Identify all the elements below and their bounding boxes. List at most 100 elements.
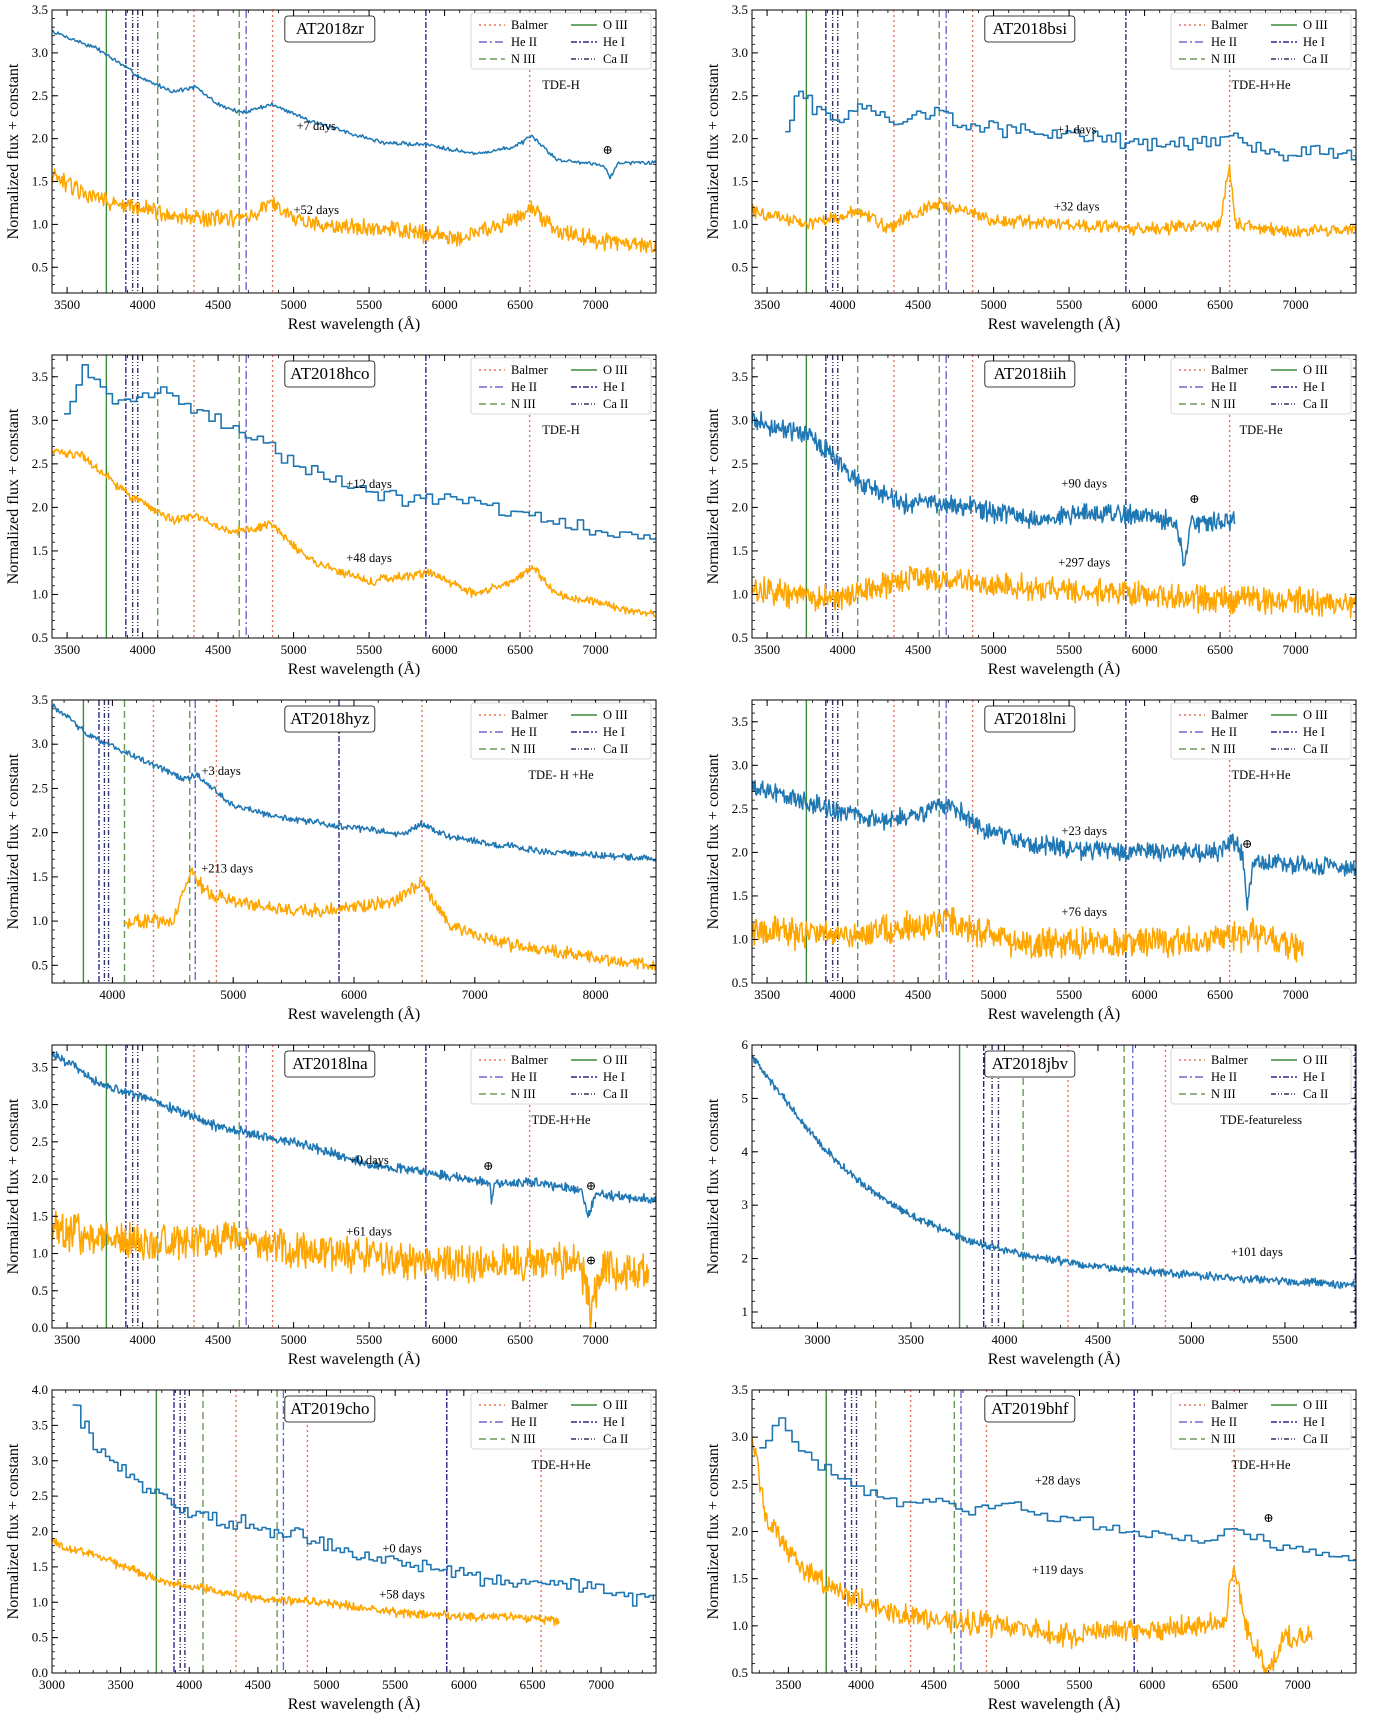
y-axis-label: Normalized flux + constant [705, 408, 722, 584]
y-tick-label: 3.5 [732, 1382, 748, 1397]
object-title: AT2018lna [292, 1054, 368, 1073]
x-tick-label: 4000 [991, 1332, 1017, 1347]
legend-label: O III [1303, 1398, 1328, 1412]
x-tick-label: 4500 [205, 297, 231, 312]
legend-label: N III [1211, 397, 1236, 411]
epoch-label: +119 days [1032, 1563, 1084, 1577]
x-tick-label: 4000 [848, 1677, 874, 1692]
y-tick-label: 1.5 [32, 869, 48, 884]
legend-label: Balmer [511, 1053, 549, 1067]
legend-label: Ca II [603, 742, 628, 756]
legend-label: N III [511, 52, 536, 66]
legend-label: He II [511, 1415, 537, 1429]
y-tick-label: 2.5 [732, 456, 748, 471]
legend-label: He I [1303, 35, 1325, 49]
object-title-box [984, 15, 1076, 43]
y-tick-label: 0.5 [732, 630, 748, 645]
legend-label: N III [1211, 1432, 1236, 1446]
x-tick-label: 3500 [54, 297, 80, 312]
legend-label: Ca II [1303, 1087, 1328, 1101]
y-tick-label: 1.5 [732, 543, 748, 558]
x-axis-label: Rest wavelength (Å) [988, 315, 1120, 333]
x-tick-label: 5500 [1272, 1332, 1298, 1347]
epoch-label: +297 days [1058, 556, 1110, 570]
y-tick-label: 2.5 [32, 88, 48, 103]
y-axis-label: Normalized flux + constant [705, 1098, 722, 1274]
spectrum-panel-at2018hco: +12 days +48 days 3500 4000 4500 5000 5500 6000… [0, 345, 700, 690]
x-tick-label: 4000 [130, 297, 156, 312]
x-tick-label: 5000 [994, 1677, 1020, 1692]
epoch-label: +7 days [297, 119, 336, 133]
object-title-box [284, 1050, 376, 1078]
y-tick-label: 3 [742, 1197, 749, 1212]
legend-label: Ca II [603, 1087, 628, 1101]
tde-class-label: TDE-He [1239, 423, 1282, 437]
legend-box [470, 357, 652, 415]
legend-box [1170, 1047, 1352, 1105]
x-tick-label: 6000 [1132, 297, 1158, 312]
object-title: AT2018hco [290, 364, 369, 383]
epoch-label: +0 days [382, 1542, 421, 1556]
x-tick-label: 7000 [1283, 642, 1309, 657]
x-tick-label: 3500 [54, 1332, 80, 1347]
y-tick-label: 0.5 [32, 1630, 48, 1645]
y-tick-label: 3.5 [32, 1059, 48, 1074]
legend-box [1170, 702, 1352, 760]
tde-class-label: TDE-featureless [1220, 1113, 1302, 1127]
epoch-label: +12 days [346, 477, 392, 491]
spectrum-chart: +23 days +76 days ⊕ 3500 4000 4500 5000 5500 600… [705, 699, 1357, 1023]
telluric-marker: ⊕ [586, 1179, 596, 1193]
x-tick-label: 3500 [754, 642, 780, 657]
x-tick-label: 7000 [588, 1677, 614, 1692]
y-tick-label: 2.0 [32, 1171, 48, 1186]
x-tick-label: 3000 [39, 1677, 65, 1692]
y-axis-label: Normalized flux + constant [5, 63, 22, 239]
spectrum-panel-at2018hyz: +3 days +213 days 4000 5000 6000 7000 8000 0.5 1… [0, 690, 700, 1035]
spectrum-series-1 [752, 565, 1356, 619]
legend-label: Balmer [511, 1398, 549, 1412]
x-tick-label: 5000 [281, 297, 307, 312]
spectrum-series-1 [52, 1210, 650, 1328]
x-tick-label: 3500 [775, 1677, 801, 1692]
y-tick-label: 3.5 [32, 692, 48, 707]
tde-class-label: TDE-H+He [1231, 78, 1291, 92]
x-tick-label: 6500 [1207, 987, 1233, 1002]
x-tick-label: 6500 [507, 1332, 533, 1347]
x-tick-label: 4500 [905, 987, 931, 1002]
x-axis-label: Rest wavelength (Å) [288, 315, 420, 333]
y-tick-label: 2.0 [732, 131, 748, 146]
epoch-label: +52 days [293, 203, 339, 217]
object-title-box [284, 15, 376, 43]
spectrum-series-0 [752, 779, 1356, 911]
spectrum-panel-at2018iih: +90 days +297 days ⊕ 3500 4000 4500 5000 5500 60… [700, 345, 1400, 690]
object-title-box [984, 1050, 1076, 1078]
y-tick-label: 2.0 [32, 825, 48, 840]
epoch-label: +23 days [1061, 824, 1107, 838]
x-tick-label: 5500 [356, 297, 382, 312]
y-tick-label: 2.5 [732, 88, 748, 103]
legend-label: N III [511, 1432, 536, 1446]
y-tick-label: 2.0 [32, 131, 48, 146]
y-tick-label: 3.0 [732, 45, 748, 60]
legend-label: Balmer [1211, 1053, 1249, 1067]
y-tick-label: 2.0 [732, 844, 748, 859]
epoch-label: +58 days [379, 1588, 425, 1602]
legend-label: O III [603, 1398, 628, 1412]
legend-box [470, 1047, 652, 1105]
legend-label: He I [603, 1415, 625, 1429]
epoch-label: +101 days [1231, 1245, 1283, 1259]
y-tick-label: 6 [742, 1037, 749, 1052]
spectrum-panel-at2018lna: +0 days +61 days ⊕ ⊕ ⊕ 3500 4000 4500 5000 5500 60… [0, 1035, 700, 1380]
y-tick-label: 3.0 [32, 412, 48, 427]
y-tick-label: 3.0 [32, 45, 48, 60]
x-tick-label: 5000 [281, 642, 307, 657]
object-title: AT2018hyz [290, 709, 370, 728]
x-tick-label: 6000 [1132, 642, 1158, 657]
spectrum-panel-at2018bsi: +1 days +32 days 3500 4000 4500 5000 5500 6000 6… [700, 0, 1400, 345]
y-tick-label: 1.5 [732, 1571, 748, 1586]
y-tick-label: 2.5 [732, 801, 748, 816]
legend-label: He I [1303, 1070, 1325, 1084]
legend-label: He II [1211, 1415, 1237, 1429]
x-tick-label: 7000 [1283, 297, 1309, 312]
y-tick-label: 3.5 [32, 1417, 48, 1432]
